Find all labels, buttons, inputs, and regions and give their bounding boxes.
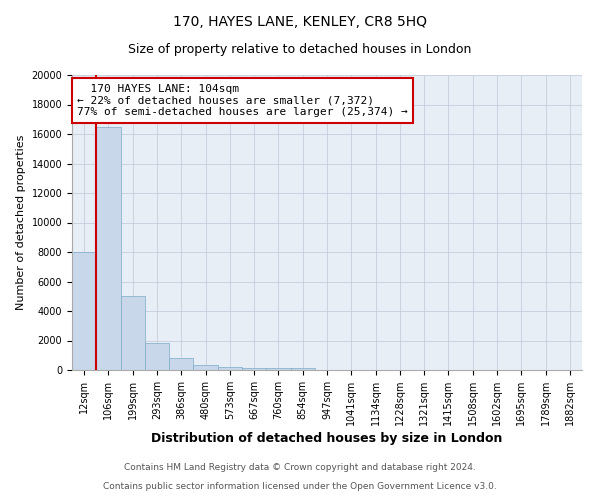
Y-axis label: Number of detached properties: Number of detached properties	[16, 135, 26, 310]
Bar	[72, 252, 96, 370]
Bar	[96, 126, 121, 370]
Bar	[121, 296, 145, 370]
Text: Size of property relative to detached houses in London: Size of property relative to detached ho…	[128, 42, 472, 56]
Text: Contains HM Land Registry data © Crown copyright and database right 2024.: Contains HM Land Registry data © Crown c…	[124, 464, 476, 472]
Bar	[242, 368, 266, 370]
Text: 170, HAYES LANE, KENLEY, CR8 5HQ: 170, HAYES LANE, KENLEY, CR8 5HQ	[173, 15, 427, 29]
Bar	[169, 358, 193, 370]
Bar	[193, 365, 218, 370]
X-axis label: Distribution of detached houses by size in London: Distribution of detached houses by size …	[151, 432, 503, 445]
Bar	[145, 344, 169, 370]
Text: Contains public sector information licensed under the Open Government Licence v3: Contains public sector information licen…	[103, 482, 497, 491]
Bar	[290, 368, 315, 370]
Bar	[218, 367, 242, 370]
Text: 170 HAYES LANE: 104sqm
← 22% of detached houses are smaller (7,372)
77% of semi-: 170 HAYES LANE: 104sqm ← 22% of detached…	[77, 84, 408, 117]
Bar	[266, 368, 290, 370]
